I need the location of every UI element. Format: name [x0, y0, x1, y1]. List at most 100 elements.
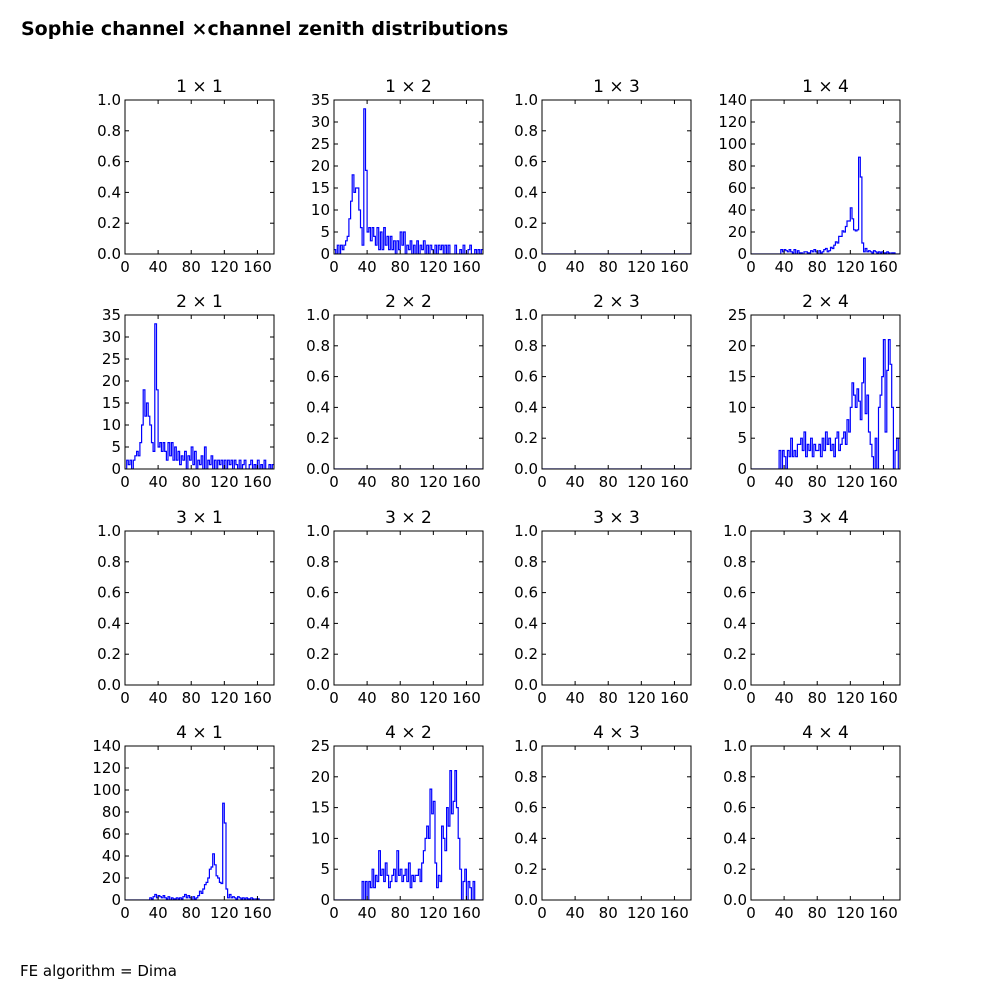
y-tick-label: 0.4: [514, 614, 538, 632]
y-tick-label: 25: [311, 135, 330, 153]
y-tick-label: 0.8: [723, 768, 747, 786]
y-tick-label: 0: [111, 891, 121, 909]
x-tick-label: 80: [391, 473, 410, 491]
y-tick-label: 140: [718, 91, 747, 109]
x-tick-label: 40: [358, 258, 377, 276]
y-tick-label: 0.6: [306, 584, 330, 602]
y-tick-label: 30: [102, 328, 121, 346]
x-tick-label: 0: [746, 473, 756, 491]
subplot-title: 3 × 4: [802, 508, 849, 528]
x-tick-label: 120: [836, 258, 865, 276]
plot-frame: [124, 314, 275, 470]
subplot-1-3: 1 × 3 0.0 0.2 0.4 0.6 0.8 1.0 0 40 80 120 160: [514, 77, 692, 276]
y-tick-label: 15: [728, 368, 747, 386]
x-tick-label: 40: [566, 258, 585, 276]
x-tick-label: 40: [566, 689, 585, 707]
x-tick-label: 120: [836, 904, 865, 922]
plot-frame: [541, 530, 692, 686]
subplot-3-2: 3 × 2 0.0 0.2 0.4 0.6 0.8 1.0 0 40 80 120 160: [306, 508, 484, 707]
y-tick-label: 0.2: [723, 860, 747, 878]
y-tick-label: 15: [311, 799, 330, 817]
y-tick-label: 120: [718, 113, 747, 131]
y-tick-label: 0.2: [514, 214, 538, 232]
y-tick-label: 1.0: [514, 306, 538, 324]
subplot-title: 4 × 2: [385, 723, 432, 743]
subplot-title: 3 × 3: [593, 508, 640, 528]
y-tick-label: 0.6: [97, 153, 121, 171]
x-tick-label: 120: [836, 473, 865, 491]
y-tick-label: 1.0: [97, 522, 121, 540]
plot-frame: [541, 99, 692, 255]
x-tick-label: 40: [566, 904, 585, 922]
y-tick-label: 0.0: [514, 891, 538, 909]
x-tick-label: 40: [775, 689, 794, 707]
subplot-4-4: 4 × 4 0.0 0.2 0.4 0.6 0.8 1.0 0 40 80 120 160: [723, 723, 901, 922]
plot-frame: [541, 314, 692, 470]
y-tick-label: 0.4: [97, 183, 121, 201]
y-tick-label: 20: [102, 372, 121, 390]
x-tick-label: 160: [660, 904, 689, 922]
subplot-title: 2 × 4: [802, 292, 849, 312]
data-series-line: [334, 108, 483, 254]
x-tick-label: 0: [120, 689, 130, 707]
y-tick-label: 0.0: [97, 676, 121, 694]
y-tick-label: 80: [102, 803, 121, 821]
y-tick-label: 1.0: [514, 522, 538, 540]
subplot-3-4: 3 × 4 0.0 0.2 0.4 0.6 0.8 1.0 0 40 80 120 160: [723, 508, 901, 707]
y-tick-label: 0.0: [723, 676, 747, 694]
y-tick-label: 0.6: [723, 584, 747, 602]
x-tick-label: 40: [775, 473, 794, 491]
x-tick-label: 160: [452, 689, 481, 707]
x-tick-label: 160: [869, 904, 898, 922]
subplot-title: 4 × 4: [802, 723, 849, 743]
x-tick-label: 120: [419, 258, 448, 276]
x-tick-label: 0: [746, 689, 756, 707]
x-tick-label: 80: [391, 258, 410, 276]
y-tick-label: 100: [92, 781, 121, 799]
plot-frame: [750, 314, 901, 470]
x-tick-label: 40: [149, 689, 168, 707]
y-tick-label: 0.2: [723, 645, 747, 663]
subplot-title: 1 × 3: [593, 77, 640, 97]
y-tick-label: 5: [737, 429, 747, 447]
subplot-title: 3 × 2: [385, 508, 432, 528]
y-tick-label: 10: [311, 829, 330, 847]
y-tick-label: 1.0: [306, 522, 330, 540]
y-tick-label: 0.4: [514, 829, 538, 847]
plot-frame: [750, 745, 901, 901]
y-tick-label: 140: [92, 737, 121, 755]
y-tick-label: 0.2: [306, 429, 330, 447]
x-tick-label: 0: [120, 904, 130, 922]
y-tick-label: 0.4: [723, 829, 747, 847]
x-tick-label: 80: [599, 904, 618, 922]
x-tick-label: 0: [120, 258, 130, 276]
y-tick-label: 0.4: [97, 614, 121, 632]
y-tick-label: 0.0: [306, 460, 330, 478]
subplot-3-1: 3 × 1 0.0 0.2 0.4 0.6 0.8 1.0 0 40 80 120 160: [97, 508, 275, 707]
x-tick-label: 40: [149, 258, 168, 276]
y-tick-label: 20: [728, 337, 747, 355]
subplot-title: 2 × 2: [385, 292, 432, 312]
x-tick-label: 160: [243, 473, 272, 491]
subplot-title: 4 × 1: [176, 723, 223, 743]
x-tick-label: 160: [869, 258, 898, 276]
plot-frame: [124, 530, 275, 686]
subplot-3-3: 3 × 3 0.0 0.2 0.4 0.6 0.8 1.0 0 40 80 120 160: [514, 508, 692, 707]
y-tick-label: 20: [102, 869, 121, 887]
y-tick-label: 25: [728, 306, 747, 324]
y-tick-label: 0.8: [306, 553, 330, 571]
y-tick-label: 15: [102, 394, 121, 412]
y-tick-label: 1.0: [97, 91, 121, 109]
y-tick-label: 30: [311, 113, 330, 131]
x-tick-label: 120: [627, 473, 656, 491]
y-tick-label: 0.6: [514, 584, 538, 602]
y-tick-label: 0.8: [514, 337, 538, 355]
x-tick-label: 40: [358, 473, 377, 491]
x-tick-label: 80: [599, 473, 618, 491]
y-tick-label: 0.8: [514, 122, 538, 140]
y-tick-label: 0.6: [514, 153, 538, 171]
figure-title: Sophie channel ×channel zenith distribut…: [21, 18, 509, 40]
